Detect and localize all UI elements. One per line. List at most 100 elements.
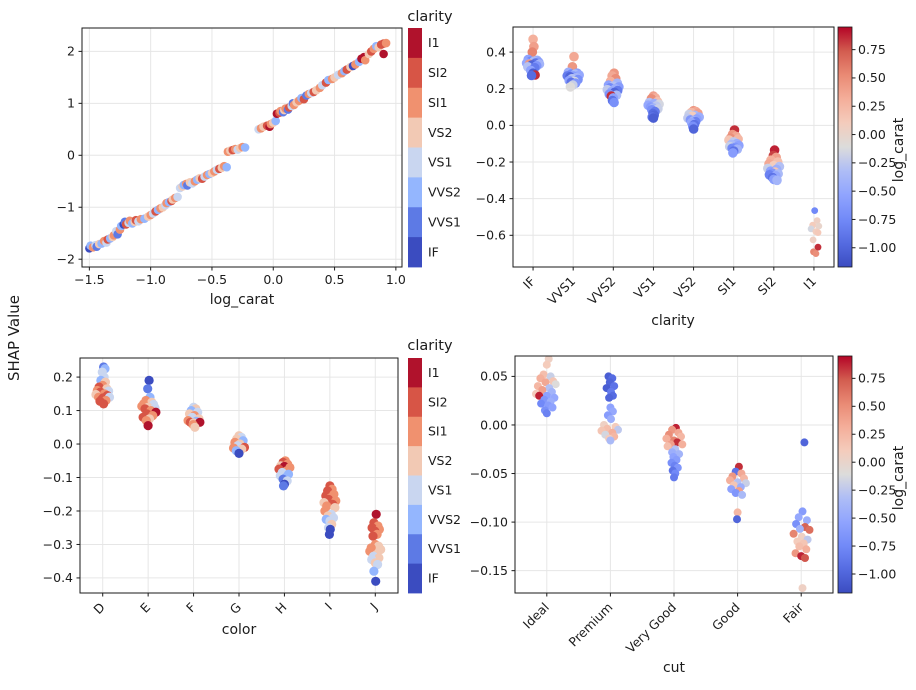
panel-2-colorbar: 0.75 0.50 0.25 0.00 −0.25 −0.50 −0.75 −1.00 [837, 26, 896, 268]
y-tick-label: −0.2 [43, 503, 73, 518]
x-tick-label: H [272, 600, 289, 617]
y-tick-label: 0.05 [480, 369, 508, 384]
data-point [369, 566, 379, 576]
y-tick-label: 0 [67, 148, 75, 163]
panel4-x-axis-label: cut [662, 660, 686, 676]
legend-label: SI2 [428, 65, 448, 80]
panel1-x-axis-label: log_carat [209, 292, 275, 308]
colorbar-tick-label: 0.00 [858, 127, 886, 142]
y-tick-label: 0.0 [53, 436, 73, 451]
panel-4-points [532, 356, 814, 593]
shared-y-axis-label: SHAP Value [5, 294, 23, 382]
legend-swatch-VS1 [408, 147, 422, 178]
colorbar-gradient [838, 356, 852, 593]
panel-3: 0.2 0.1 0.0 −0.1 −0.2 −0.3 −0.4 D E F G H I J [43, 357, 399, 617]
panel-4-colorbar: 0.75 0.50 0.25 0.00 −0.25 −0.50 −0.75 −1.00 [837, 355, 896, 594]
panel-2-grid [513, 27, 834, 267]
data-point [733, 508, 742, 517]
x-tick-label: D [90, 600, 107, 617]
colorbar-gradient [838, 27, 852, 267]
data-point [795, 524, 804, 533]
y-tick-label: 1 [67, 96, 75, 111]
y-tick-label: −0.2 [476, 154, 506, 169]
x-tick-label: F [183, 600, 199, 616]
data-point [728, 148, 738, 158]
data-point [551, 380, 560, 389]
x-tick-label: VVS2 [584, 274, 618, 308]
legend-label: VS2 [428, 125, 452, 140]
data-point [99, 399, 109, 409]
y-tick-label: −0.15 [470, 563, 508, 578]
panel-2: 0.4 0.2 0.0 −0.2 −0.4 −0.6 IF VVS1 VVS2 VS1 VS2 SI1… [476, 26, 835, 308]
panel-1-points [85, 38, 391, 253]
legend-swatch-VVS1 [408, 534, 422, 565]
data-point [234, 448, 244, 458]
x-tick-label: −1.0 [135, 272, 165, 287]
data-point [731, 489, 740, 497]
y-tick-label: −0.4 [43, 570, 73, 585]
data-point [569, 51, 579, 62]
legend-swatch-VS2 [408, 117, 422, 148]
legend-label: VS2 [428, 453, 452, 468]
data-point [527, 47, 538, 57]
colorbar-tick-label: 0.00 [858, 455, 886, 470]
legend-label: SI2 [428, 394, 448, 409]
data-point [794, 513, 803, 522]
data-point [738, 490, 747, 499]
legend-label: I1 [428, 365, 440, 380]
panel-2-points [521, 34, 823, 257]
legend-swatch-SI1 [408, 416, 422, 447]
colorbar-tick-label: −0.50 [858, 510, 896, 525]
data-point [811, 207, 819, 215]
data-point [565, 82, 576, 92]
colorbar-tick-label: −1.00 [858, 240, 896, 255]
data-point [801, 554, 809, 562]
legend-swatch-I1 [408, 28, 422, 59]
y-tick-label: −0.10 [470, 514, 508, 529]
legend-swatch-VS2 [408, 446, 422, 476]
legend-label: IF [428, 571, 439, 586]
y-tick-label: 2 [67, 44, 75, 59]
data-point [606, 436, 615, 445]
panel-1-clarity-legend: I1 SI2 SI1 VS2 VS1 VVS2 VVS1 IF [408, 28, 461, 268]
data-point [815, 222, 823, 230]
data-point [814, 229, 822, 237]
data-point [190, 422, 200, 432]
colorbar-tick-label: 0.50 [858, 399, 886, 414]
y-tick-label: −0.3 [43, 537, 73, 552]
colorbar-tick-label: −1.00 [858, 566, 896, 581]
x-tick-label: I [322, 600, 335, 613]
data-point [528, 34, 538, 45]
data-point [670, 473, 678, 482]
panel3-x-axis-label: color [221, 622, 257, 638]
data-point [814, 243, 822, 251]
data-point [278, 481, 289, 491]
legend-swatch-SI2 [408, 57, 422, 89]
legend-label: SI1 [428, 95, 448, 110]
data-point [802, 545, 811, 554]
colorbar-tick-label: 0.25 [858, 427, 886, 442]
data-point [144, 375, 154, 385]
y-tick-label: 0.2 [53, 369, 73, 384]
data-point [605, 393, 614, 402]
legend-label: VS1 [428, 482, 452, 497]
legend-label: SI1 [428, 424, 448, 439]
x-tick-label: SI2 [754, 274, 778, 298]
panel2-x-axis-label: clarity [651, 313, 695, 329]
x-tick-label: −0.5 [197, 272, 227, 287]
data-point [802, 516, 811, 525]
panel-3-points [91, 362, 386, 586]
x-tick-label: Premium [566, 600, 616, 650]
data-point [648, 113, 659, 123]
data-point [800, 438, 809, 447]
legend-label: IF [428, 244, 439, 259]
x-tick-label: Very Good [623, 600, 679, 656]
legend-label: VVS2 [428, 185, 461, 200]
data-point [222, 162, 231, 172]
x-tick-label: −1.5 [74, 272, 104, 287]
x-tick-label: Fair [780, 599, 807, 626]
data-point [143, 421, 153, 431]
x-tick-label: Good [709, 600, 743, 634]
